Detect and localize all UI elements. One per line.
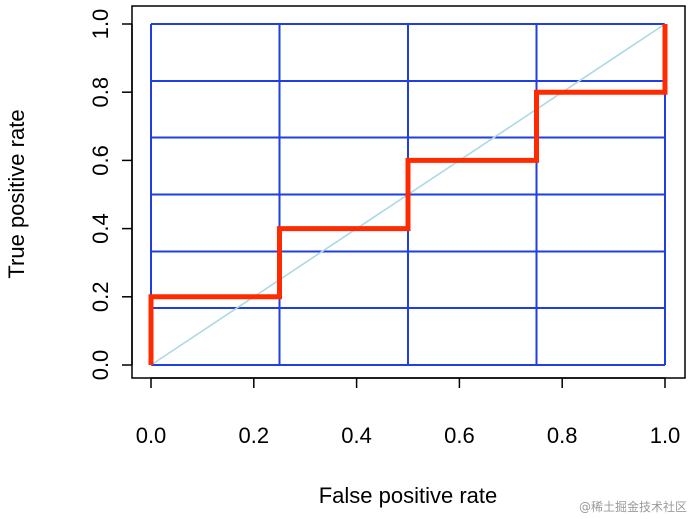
x-tick-label: 0.6 — [444, 423, 475, 448]
x-axis-label: False positive rate — [319, 483, 498, 508]
x-tick-label: 0.4 — [341, 423, 372, 448]
x-tick-label: 0.8 — [547, 423, 578, 448]
y-tick-label: 0.8 — [88, 77, 113, 108]
y-tick-label: 0.0 — [88, 350, 113, 381]
axes: 0.0 0.2 0.4 0.6 0.8 1.0 0.0 0.2 0.4 0.6 0.8 1.0 — [88, 9, 680, 448]
roc-step-line — [148, 24, 668, 365]
y-tick-label: 0.2 — [88, 282, 113, 313]
chart-series — [148, 23, 668, 366]
watermark-text: @稀土掘金技术社区 — [578, 500, 687, 514]
y-tick-label: 1.0 — [88, 9, 113, 40]
x-tick-label: 0.0 — [136, 423, 167, 448]
y-tick-label: 0.4 — [88, 213, 113, 244]
x-tick-label: 1.0 — [650, 423, 681, 448]
x-tick-label: 0.2 — [239, 423, 270, 448]
y-tick-label: 0.6 — [88, 145, 113, 176]
y-axis-label: True positive rate — [4, 109, 29, 278]
